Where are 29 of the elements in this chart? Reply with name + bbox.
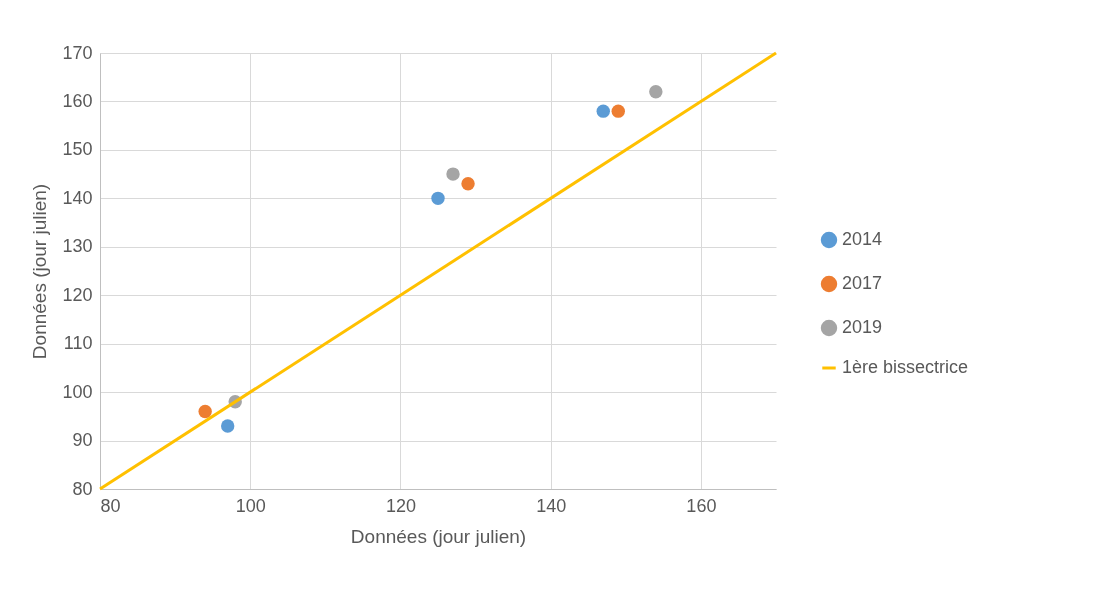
x-axis-title: Données (jour julien) bbox=[350, 525, 527, 547]
y-tick-label: 110 bbox=[63, 333, 93, 354]
point bbox=[431, 191, 445, 206]
y-tick-label: 160 bbox=[62, 90, 93, 111]
point bbox=[446, 167, 460, 181]
y-tick-label: 120 bbox=[62, 284, 93, 305]
x-tick-label: 160 bbox=[686, 495, 717, 516]
x-tick-label: 80 bbox=[100, 495, 121, 516]
point bbox=[461, 177, 475, 191]
y-axis-title: Données (jour julien) bbox=[29, 183, 51, 360]
point bbox=[198, 404, 212, 419]
x-tick-label: 100 bbox=[235, 495, 266, 516]
y-tick-label: 130 bbox=[62, 236, 93, 257]
legend-label: 1ère bissectrice bbox=[842, 357, 969, 377]
legend-label: 2017 bbox=[842, 273, 883, 293]
y-tick-label: 150 bbox=[62, 139, 93, 160]
point bbox=[596, 104, 610, 118]
y-tick-label: 90 bbox=[72, 430, 93, 451]
point bbox=[220, 419, 235, 433]
y-tick-label: 170 bbox=[62, 42, 93, 63]
y-tick-label: 140 bbox=[62, 187, 93, 208]
x-tick-label: 120 bbox=[385, 495, 416, 516]
point bbox=[611, 104, 625, 118]
y-tick-label: 80 bbox=[72, 478, 93, 499]
legend-label: 2014 bbox=[842, 229, 883, 249]
y-tick-label: 100 bbox=[62, 381, 93, 402]
legend-label: 2019 bbox=[842, 317, 883, 337]
x-tick-label: 140 bbox=[536, 495, 567, 516]
point bbox=[649, 85, 663, 99]
